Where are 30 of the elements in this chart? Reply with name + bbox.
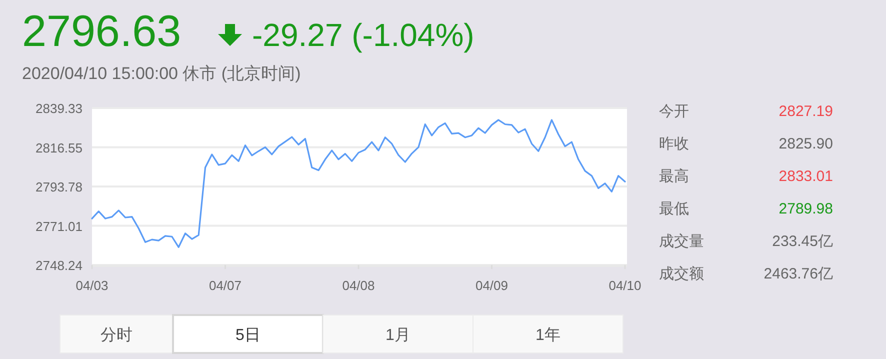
text: 1月 <box>386 327 410 344</box>
y-tick-label: 2816.55 <box>36 140 82 156</box>
text: 233.45亿 <box>772 233 833 250</box>
category-label: 最低 <box>659 200 689 218</box>
text: 2020/04/10 15:00:00 休市 (北京时间) <box>22 64 301 83</box>
category-label: 最高 <box>659 168 689 185</box>
text: 2825.90 <box>778 136 833 152</box>
y-tick-label: 2839.33 <box>36 101 82 116</box>
text: 2827.19 <box>778 103 833 120</box>
x-tick-label: 04/10 <box>608 278 642 293</box>
y-tick-label: 2771.01 <box>36 218 82 234</box>
chart-title: 2796.63 <box>22 7 182 56</box>
text: 1年 <box>536 327 560 344</box>
x-tick-label: 04/07 <box>208 278 242 293</box>
text: 2833.01 <box>778 168 833 185</box>
y-tick-label: 2748.24 <box>36 258 82 273</box>
category-label: 昨收 <box>659 136 689 152</box>
text: 分时 <box>100 326 132 344</box>
text: 2789.98 <box>778 200 833 218</box>
category-label: 成交量 <box>659 233 704 250</box>
y-tick-label: 2793.78 <box>36 180 82 195</box>
text: 2463.76亿 <box>764 266 833 282</box>
x-tick-label: 04/08 <box>342 278 375 293</box>
category-label: 今开 <box>659 103 689 120</box>
x-tick-label: 04/09 <box>475 278 508 293</box>
category-label: 成交额 <box>659 266 704 282</box>
line-series <box>91 119 626 248</box>
text: 5日 <box>236 327 260 344</box>
x-tick-label: 04/03 <box>76 278 108 293</box>
chart-subtitle: -29.27 (-1.04%) <box>252 17 474 53</box>
